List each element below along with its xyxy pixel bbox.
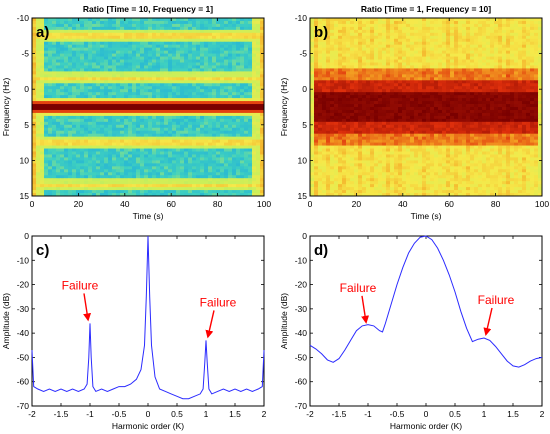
x-tick-label: 1.5 — [229, 409, 241, 419]
x-tick-label: 20 — [74, 199, 84, 209]
panel-a: 0 20 40 60 80 100 -10 -5 0 5 10 15 Time (s) Frequency… — [1, 4, 271, 221]
y-tick-label: -5 — [21, 49, 29, 59]
x-tick-label: 2 — [262, 409, 267, 419]
y-tick-label: 5 — [24, 120, 29, 130]
x-tick-label: 40 — [120, 199, 130, 209]
y-tick-label: 0 — [302, 84, 307, 94]
y-tick-label: -30 — [17, 304, 30, 314]
y-tick-label: 15 — [20, 191, 30, 201]
y-tick-label: -10 — [17, 255, 30, 265]
x-axis-label: Harmonic order (K) — [390, 421, 462, 431]
heatmap-cells — [32, 18, 265, 197]
annotation-arrow — [205, 310, 215, 339]
x-tick-label: 1 — [204, 409, 209, 419]
x-tick-label: 80 — [491, 199, 501, 209]
failure-annotation: Failure — [478, 293, 515, 307]
y-tick-label: -40 — [295, 328, 308, 338]
x-tick-label: 100 — [257, 199, 271, 209]
x-tick-label: -1.5 — [54, 409, 69, 419]
x-tick-label: 2 — [540, 409, 545, 419]
x-tick-label: 60 — [166, 199, 176, 209]
y-tick-label: 0 — [302, 231, 307, 241]
panel-label: a) — [36, 24, 49, 41]
x-tick-label: 20 — [352, 199, 362, 209]
y-tick-label: -10 — [17, 13, 30, 23]
x-tick-label: 0.5 — [171, 409, 183, 419]
x-axis-label: Time (s) — [411, 211, 442, 221]
x-tick-label: 0 — [308, 199, 313, 209]
y-tick-label: -20 — [295, 280, 308, 290]
panel-b: 0 20 40 60 80 100 -10 -5 0 5 10 15 Time (s) Frequency… — [279, 4, 549, 221]
x-tick-label: 100 — [535, 199, 549, 209]
x-tick-label: 0 — [424, 409, 429, 419]
x-tick-label: -0.5 — [112, 409, 127, 419]
panel-label: b) — [314, 24, 328, 41]
heatmap-cells — [310, 18, 543, 197]
y-axis-label: Amplitude (dB) — [279, 293, 289, 349]
x-tick-label: -1 — [364, 409, 372, 419]
x-tick-label: 40 — [398, 199, 408, 209]
x-tick-label: 60 — [444, 199, 454, 209]
y-axis-label: Frequency (Hz) — [1, 78, 11, 137]
panel-label: d) — [314, 242, 328, 259]
y-axis-label: Amplitude (dB) — [1, 293, 11, 349]
failure-annotation: Failure — [62, 278, 99, 292]
y-tick-label: -70 — [17, 401, 30, 411]
failure-annotation: Failure — [340, 281, 377, 295]
x-tick-label: 1 — [482, 409, 487, 419]
y-tick-label: 10 — [20, 155, 30, 165]
x-tick-label: -1 — [86, 409, 94, 419]
y-tick-label: -60 — [295, 377, 308, 387]
x-tick-label: -0.5 — [390, 409, 405, 419]
chart-title: Ratio [Time = 1, Frequency = 10] — [361, 4, 491, 14]
panel-c: -2 -1.5 -1 -0.5 0 0.5 1 1.5 2 0 -10 -20 -30 -40 -50 -60… — [1, 231, 267, 431]
y-axis-label: Frequency (Hz) — [279, 78, 289, 137]
y-tick-label: -40 — [17, 328, 30, 338]
y-tick-label: 0 — [24, 84, 29, 94]
series-line — [31, 235, 265, 400]
annotation-arrow — [361, 295, 370, 324]
x-tick-label: 0 — [146, 409, 151, 419]
chart-title: Ratio [Time = 10, Frequency = 1] — [83, 4, 213, 14]
panel-label: c) — [36, 242, 49, 259]
x-tick-label: 0 — [30, 199, 35, 209]
x-axis-label: Time (s) — [133, 211, 164, 221]
y-tick-label: -5 — [299, 49, 307, 59]
x-axis-label: Harmonic order (K) — [112, 421, 184, 431]
y-tick-label: -60 — [17, 377, 30, 387]
x-tick-label: -2 — [306, 409, 314, 419]
y-tick-label: 0 — [24, 231, 29, 241]
x-tick-label: -2 — [28, 409, 36, 419]
y-tick-label: -70 — [295, 401, 308, 411]
y-tick-label: 15 — [298, 191, 308, 201]
axes-frame — [309, 17, 543, 197]
x-tick-label: -1.5 — [332, 409, 347, 419]
y-tick-label: -10 — [295, 255, 308, 265]
y-tick-label: -10 — [295, 13, 308, 23]
annotation-arrow — [483, 307, 493, 336]
x-tick-label: 1.5 — [507, 409, 519, 419]
x-tick-label: 0.5 — [449, 409, 461, 419]
series-line — [309, 235, 543, 368]
y-tick-label: -30 — [295, 304, 308, 314]
y-tick-label: -20 — [17, 280, 30, 290]
axes-frame — [31, 235, 265, 407]
failure-annotation: Failure — [200, 295, 237, 309]
y-tick-label: 10 — [298, 155, 308, 165]
y-tick-label: -50 — [295, 352, 308, 362]
y-tick-label: 5 — [302, 120, 307, 130]
x-tick-label: 80 — [213, 199, 223, 209]
panel-d: -2 -1.5 -1 -0.5 0 0.5 1 1.5 2 0 -10 -20 -30 -40 -50 -60… — [279, 231, 545, 431]
axes-frame — [31, 17, 265, 197]
axes-frame — [309, 235, 543, 407]
y-tick-label: -50 — [17, 352, 30, 362]
annotation-arrow — [83, 293, 92, 322]
